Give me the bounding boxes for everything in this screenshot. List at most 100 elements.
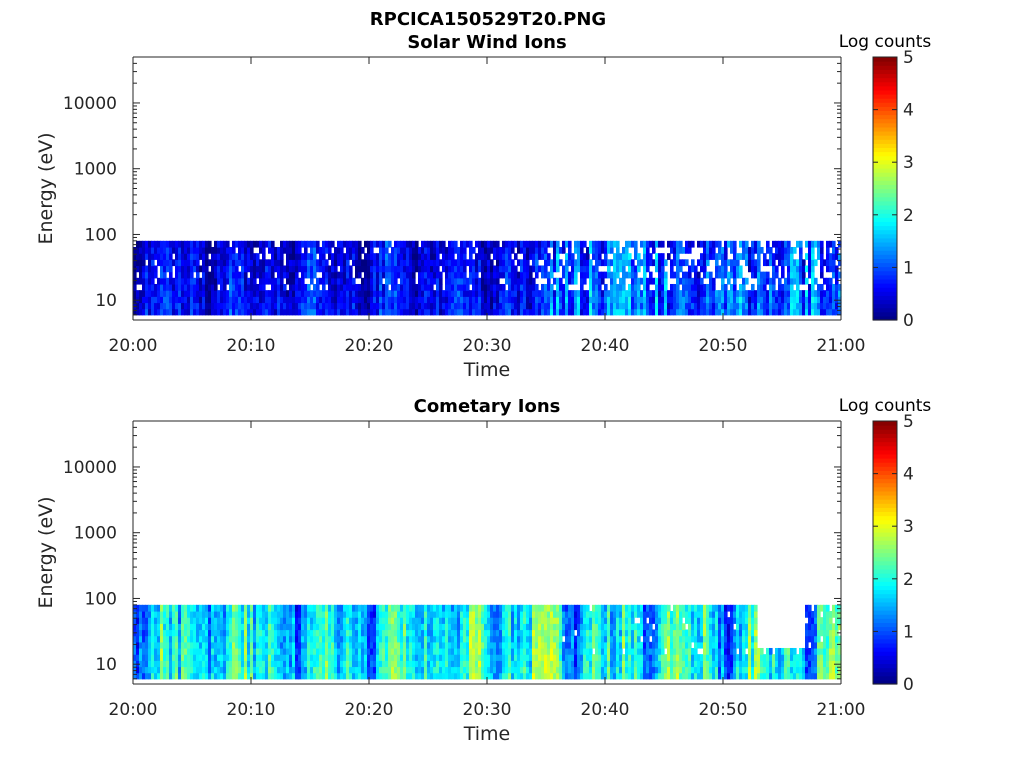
heatmap-cell — [835, 302, 839, 310]
heatmap-cell — [538, 290, 542, 297]
heatmap-cell — [292, 283, 296, 291]
heatmap-cell — [499, 629, 503, 637]
heatmap-cell — [250, 647, 254, 655]
heatmap-cell — [712, 610, 716, 618]
heatmap-cell — [250, 660, 254, 668]
heatmap-cell — [163, 246, 167, 254]
heatmap-cell — [166, 623, 170, 631]
heatmap-cell — [160, 265, 164, 273]
heatmap-cell — [184, 290, 188, 297]
heatmap-cell — [577, 296, 581, 304]
heatmap-cell — [205, 265, 209, 273]
heatmap-cell — [493, 240, 497, 248]
heatmap-cell — [712, 296, 716, 304]
heatmap-cell — [610, 283, 614, 291]
heatmap-cell — [466, 604, 470, 612]
heatmap-cell — [595, 308, 599, 316]
heatmap-cell — [211, 604, 215, 612]
heatmap-cell — [184, 672, 188, 680]
heatmap-cell — [427, 277, 431, 285]
heatmap-cell — [187, 641, 191, 649]
heatmap-cell — [298, 647, 302, 655]
heatmap-cell — [583, 635, 587, 643]
heatmap-cell — [694, 660, 698, 668]
heatmap-cell — [670, 672, 674, 680]
heatmap-cell — [403, 246, 407, 254]
heatmap-cell — [382, 283, 386, 291]
heatmap-cell — [577, 308, 581, 316]
heatmap-cell — [610, 246, 614, 254]
heatmap-cell — [490, 296, 494, 304]
heatmap-cell — [667, 647, 671, 655]
heatmap-cell — [817, 308, 821, 316]
heatmap-cell — [721, 259, 725, 267]
heatmap-cell — [316, 647, 320, 655]
heatmap-cell — [526, 623, 530, 631]
heatmap-cell — [490, 604, 494, 612]
heatmap-cell — [595, 604, 599, 612]
heatmap-cell — [334, 265, 338, 273]
heatmap-cell — [280, 617, 284, 624]
heatmap-cell — [436, 641, 440, 649]
heatmap-cell — [247, 604, 251, 612]
heatmap-cell — [358, 623, 362, 631]
heatmap-cell — [238, 290, 242, 297]
heatmap-cell — [145, 283, 149, 291]
heatmap-cell — [241, 240, 245, 248]
heatmap-cell — [250, 283, 254, 291]
heatmap-cell — [169, 302, 173, 310]
heatmap-cell — [385, 617, 389, 624]
heatmap-cell — [622, 635, 626, 643]
heatmap-cell — [454, 308, 458, 316]
heatmap-cell — [154, 271, 158, 279]
heatmap-cell — [613, 296, 617, 304]
heatmap-cell — [766, 302, 770, 310]
heatmap-cell — [307, 672, 311, 680]
heatmap-cell — [673, 271, 677, 279]
heatmap-cell — [172, 610, 176, 618]
heatmap-cell — [433, 647, 437, 655]
heatmap-cell — [421, 259, 425, 267]
colorbar-swatch — [873, 155, 897, 161]
heatmap-cell — [364, 277, 368, 285]
heatmap-cell — [637, 623, 641, 631]
heatmap-cell — [391, 604, 395, 612]
heatmap-cell — [148, 635, 152, 643]
x-tick-label: 20:20 — [345, 336, 394, 356]
heatmap-cell — [511, 660, 515, 668]
heatmap-cell — [640, 302, 644, 310]
heatmap-cell — [250, 610, 254, 618]
heatmap-cell — [670, 654, 674, 661]
heatmap-cell — [256, 265, 260, 273]
colorbar-swatch — [873, 93, 897, 99]
heatmap-cell — [316, 265, 320, 273]
heatmap-cell — [826, 253, 830, 260]
heatmap-cell — [361, 290, 365, 297]
heatmap-cell — [169, 654, 173, 661]
heatmap-cell — [694, 666, 698, 674]
heatmap-cell — [286, 654, 290, 661]
heatmap-cell — [796, 283, 800, 291]
heatmap-cell — [502, 246, 506, 254]
heatmap-cell — [349, 240, 353, 248]
heatmap-cell — [160, 290, 164, 297]
heatmap-cell — [475, 277, 479, 285]
heatmap-cell — [277, 283, 281, 291]
heatmap-cell — [478, 654, 482, 661]
heatmap-cell — [133, 610, 137, 618]
heatmap-cell — [496, 302, 500, 310]
heatmap-cell — [649, 672, 653, 680]
heatmap-cell — [196, 265, 200, 273]
heatmap-cell — [280, 660, 284, 668]
heatmap-cell — [133, 259, 137, 267]
heatmap-cell — [487, 666, 491, 674]
heatmap-cell — [196, 283, 200, 291]
heatmap-cell — [511, 240, 515, 248]
heatmap-cell — [586, 610, 590, 618]
heatmap-cell — [622, 308, 626, 316]
heatmap-cell — [487, 610, 491, 618]
heatmap-cell — [502, 290, 506, 297]
heatmap-cell — [712, 617, 716, 624]
heatmap-cell — [286, 641, 290, 649]
heatmap-cell — [523, 623, 527, 631]
